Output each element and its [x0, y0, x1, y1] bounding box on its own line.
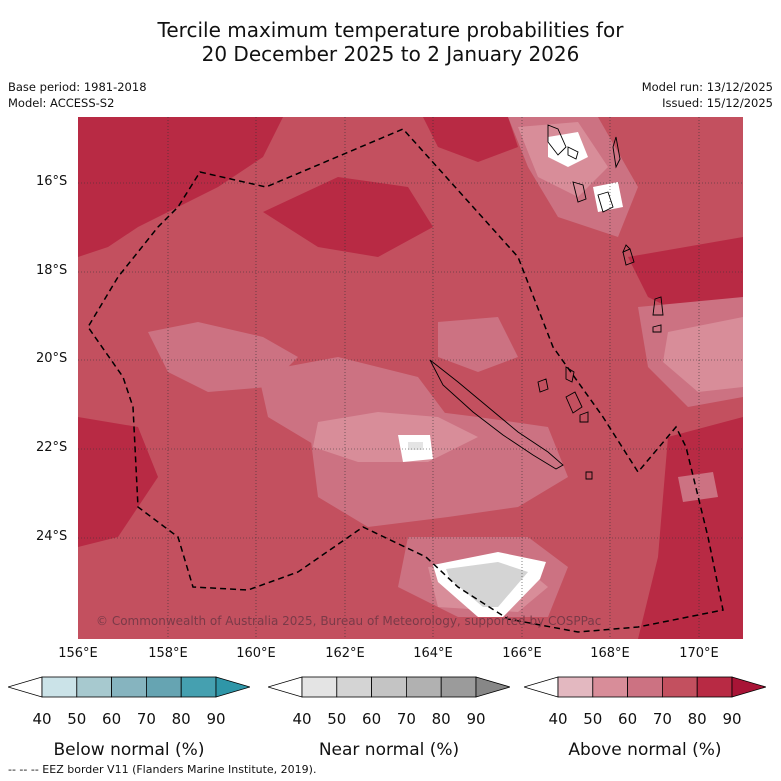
colorbar-segment	[592, 676, 629, 698]
eez-border	[87, 128, 724, 633]
lon-label-170e: 170°E	[679, 646, 719, 661]
zone-above-80-w	[78, 417, 158, 547]
zone-near-white-2	[593, 182, 623, 212]
colorbar-tick-label: 60	[362, 710, 382, 728]
colorbar-segment	[696, 676, 733, 698]
probability-map: © Commonwealth of Australia 2025, Bureau…	[78, 117, 743, 639]
title-line-2: 20 December 2025 to 2 January 2026	[201, 42, 580, 66]
meta-right: Model run: 13/12/2025 Issued: 15/12/2025	[642, 79, 773, 111]
lon-label-168e: 168°E	[590, 646, 630, 661]
issued-date: Issued: 15/12/2025	[662, 96, 773, 110]
colorbar-high-arrow	[215, 676, 252, 698]
colorbar-tick-label: 60	[102, 710, 122, 728]
meta-left: Base period: 1981-2018 Model: ACCESS-S2	[8, 79, 147, 111]
colorbar-tick-label: 50	[67, 710, 87, 728]
legend-above-colorbar	[522, 676, 768, 698]
model-name: Model: ACCESS-S2	[8, 96, 115, 110]
chart-title: Tercile maximum temperature probabilitie…	[0, 18, 781, 66]
lon-label-164e: 164°E	[413, 646, 453, 661]
lon-label-160e: 160°E	[236, 646, 276, 661]
zone-above-60-c2	[438, 317, 518, 372]
lat-label-20s: 20°S	[36, 351, 68, 366]
zone-above-80-e	[628, 237, 743, 317]
colorbar-low-arrow	[6, 676, 43, 698]
colorbar-segment	[336, 676, 373, 698]
loyalty-islands	[565, 366, 593, 480]
legend-above-normal: 40 50 60 70 80 90 Above normal (%)	[522, 670, 768, 760]
lon-label-162e: 162°E	[325, 646, 365, 661]
colorbar-tick-label: 80	[431, 710, 451, 728]
legend-near-title: Near normal (%)	[318, 740, 460, 760]
colorbar-tick-label: 40	[32, 710, 52, 728]
legend-below-ticks: 40 50 60 70 80 90	[8, 710, 250, 730]
colorbar-segment	[557, 676, 594, 698]
legend-below-colorbar	[6, 676, 252, 698]
colorbar-tick-label: 60	[618, 710, 638, 728]
colorbar-tick-label: 50	[327, 710, 347, 728]
colorbar-segment	[371, 676, 407, 698]
lat-label-24s: 24°S	[36, 529, 68, 544]
colorbar-tick-label: 80	[687, 710, 707, 728]
colorbar-segment	[180, 676, 217, 698]
legend-above-ticks: 40 50 60 70 80 90	[524, 710, 766, 730]
legend-near-normal: 40 50 60 70 80 90 Near normal (%)	[266, 670, 512, 760]
zone-above-80-n	[263, 177, 433, 257]
lon-label-158e: 158°E	[148, 646, 188, 661]
lon-label-156e: 156°E	[58, 646, 98, 661]
colorbar-low-arrow	[522, 676, 559, 698]
legend-near-ticks: 40 50 60 70 80 90	[268, 710, 510, 730]
colorbar-segment	[405, 676, 442, 698]
lon-label-166e: 166°E	[502, 646, 542, 661]
colorbar-high-arrow	[475, 676, 512, 698]
copyright-text: © Commonwealth of Australia 2025, Bureau…	[96, 614, 601, 628]
title-line-1: Tercile maximum temperature probabilitie…	[157, 18, 624, 42]
colorbar-high-arrow	[731, 676, 768, 698]
zone-above-80-se	[638, 417, 743, 639]
zone-above-80-ne	[423, 117, 518, 162]
colorbar-segment	[145, 676, 182, 698]
colorbar-tick-label: 70	[136, 710, 156, 728]
colorbar-segment	[76, 676, 113, 698]
colorbar-tick-label: 70	[652, 710, 672, 728]
colorbar-segment	[440, 676, 477, 698]
colorbar-tick-label: 40	[548, 710, 568, 728]
colorbar-segment	[111, 676, 147, 698]
colorbar-tick-label: 70	[396, 710, 416, 728]
colorbar-tick-label: 40	[292, 710, 312, 728]
zone-above-60-e2	[678, 472, 718, 502]
legend-below-title: Below normal (%)	[53, 740, 205, 760]
eez-footer-note: -- -- -- EEZ border V11 (Flanders Marine…	[8, 763, 317, 776]
zone-above-50-c	[313, 412, 478, 462]
colorbar-segment	[301, 676, 338, 698]
zone-above-80-nw	[78, 117, 283, 257]
colorbar-low-arrow	[266, 676, 303, 698]
legend-above-title: Above normal (%)	[568, 740, 722, 760]
colorbar-segment	[41, 676, 78, 698]
colorbar-tick-label: 90	[722, 710, 742, 728]
colorbar-segment	[661, 676, 698, 698]
legend-near-colorbar	[266, 676, 512, 698]
model-run: Model run: 13/12/2025	[641, 80, 773, 94]
colorbar-tick-label: 80	[171, 710, 191, 728]
colorbar-tick-label: 90	[206, 710, 226, 728]
base-period: Base period: 1981-2018	[8, 80, 147, 94]
zone-above-50-e	[663, 317, 743, 392]
lat-label-22s: 22°S	[36, 440, 68, 455]
graticule	[78, 117, 743, 639]
legend-below-normal: 40 50 60 70 80 90 Below normal (%)	[6, 670, 252, 760]
colorbar-tick-label: 90	[466, 710, 486, 728]
new-caledonia-coastline	[429, 359, 564, 470]
zone-near-50-c	[408, 442, 423, 450]
vanuatu-islands	[537, 124, 664, 423]
colorbar-segment	[627, 676, 663, 698]
colorbar-tick-label: 50	[583, 710, 603, 728]
zone-near-60-s	[446, 562, 528, 607]
lat-label-18s: 18°S	[36, 263, 68, 278]
lat-label-16s: 16°S	[36, 174, 68, 189]
